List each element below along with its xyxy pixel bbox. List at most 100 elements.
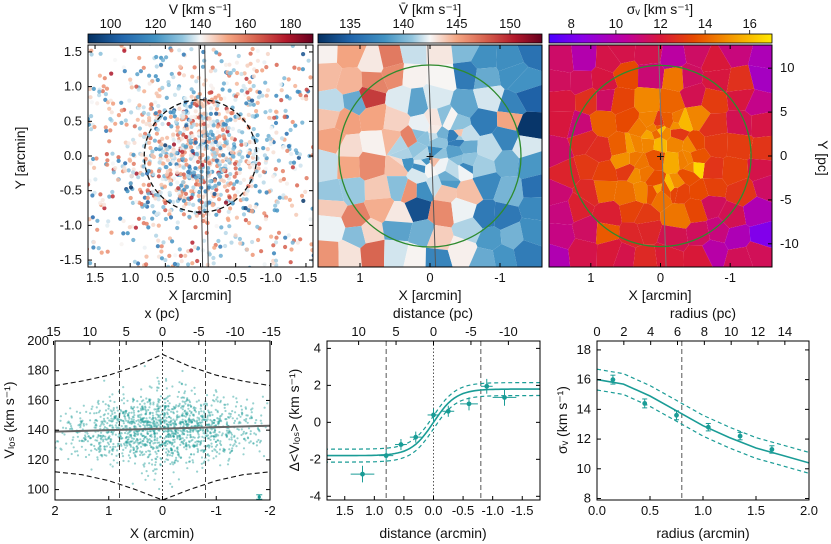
star-point [97, 447, 100, 450]
star-point [80, 421, 83, 424]
star-point [108, 128, 113, 133]
star-point [149, 430, 152, 433]
star-point [187, 214, 192, 219]
tick-label: 0.0 [588, 503, 606, 518]
star-point [171, 441, 174, 444]
star-point [183, 414, 186, 417]
star-point [202, 428, 205, 431]
star-point [153, 436, 156, 439]
star-point [198, 435, 201, 438]
star-point [176, 434, 179, 437]
tick-label: -5 [465, 324, 477, 339]
star-point [205, 394, 209, 397]
star-point [225, 421, 229, 424]
tidal-circle [338, 64, 522, 248]
star-point [185, 126, 190, 131]
star-point [200, 424, 203, 427]
star-point [218, 96, 223, 101]
star-point [165, 420, 168, 423]
star-point [135, 430, 138, 433]
voronoi-bin [426, 63, 457, 92]
star-point [143, 462, 146, 465]
voronoi-bin [516, 84, 542, 113]
star-point [214, 389, 217, 392]
data-point [769, 447, 775, 452]
star-point [127, 225, 132, 230]
star-point [244, 191, 249, 196]
star-point [129, 435, 133, 438]
star-point [127, 98, 132, 103]
star-point [190, 240, 195, 245]
voronoi-bin [726, 64, 755, 92]
star-point [216, 93, 221, 98]
star-point [206, 437, 210, 440]
star-point [192, 407, 195, 410]
star-point [254, 433, 258, 436]
star-point [95, 406, 98, 409]
star-point [89, 412, 92, 415]
star-point [141, 442, 144, 445]
data-point [445, 408, 451, 414]
star-point [88, 161, 93, 166]
star-point [114, 445, 117, 448]
star-point [224, 173, 229, 178]
star-point [252, 402, 255, 405]
star-point [258, 428, 261, 432]
star-point [141, 453, 144, 457]
star-point [217, 417, 220, 420]
star-point [202, 461, 205, 464]
star-point [254, 109, 259, 114]
voronoi-bin [425, 247, 453, 267]
star-point [171, 454, 174, 457]
envelope-lower [55, 471, 270, 500]
voronoi-bin [645, 170, 667, 186]
star-point [163, 408, 166, 411]
star-point [173, 425, 176, 428]
star-point [152, 401, 155, 404]
star-point [214, 187, 219, 192]
star-point [163, 444, 167, 447]
star-point [125, 442, 128, 445]
star-point [136, 446, 139, 450]
star-point [152, 442, 155, 445]
star-point [300, 96, 305, 101]
star-point [211, 47, 216, 52]
star-point [134, 455, 137, 458]
star-point [173, 407, 176, 410]
voronoi-bin [494, 201, 522, 230]
star-point [206, 185, 211, 190]
star-point [157, 398, 160, 401]
star-point [232, 174, 237, 179]
star-point [191, 429, 194, 432]
star-point [121, 437, 124, 440]
star-point [227, 224, 232, 229]
star-point [271, 251, 277, 256]
star-point [138, 441, 141, 445]
star-point [159, 142, 164, 147]
voronoi-bin [473, 67, 501, 90]
star-point [89, 114, 94, 119]
star-point [296, 66, 302, 71]
star-point [244, 407, 248, 410]
star-point [237, 152, 242, 157]
star-point [120, 410, 123, 413]
star-point [148, 450, 151, 453]
star-point [62, 426, 65, 429]
star-point [207, 444, 210, 447]
star-point [105, 427, 108, 430]
voronoi-bin [718, 200, 747, 229]
voronoi-bin [361, 71, 389, 94]
star-point [189, 421, 192, 424]
star-point [172, 435, 175, 438]
star-point [176, 446, 179, 449]
star-point [212, 245, 217, 250]
star-point [124, 409, 127, 413]
voronoi-bin [592, 159, 618, 182]
star-point [169, 441, 173, 444]
star-point [139, 441, 142, 444]
star-point [228, 181, 233, 186]
star-point [107, 139, 112, 144]
model-band-lower [327, 394, 540, 463]
voronoi-bin [381, 62, 404, 90]
star-point [100, 431, 103, 434]
